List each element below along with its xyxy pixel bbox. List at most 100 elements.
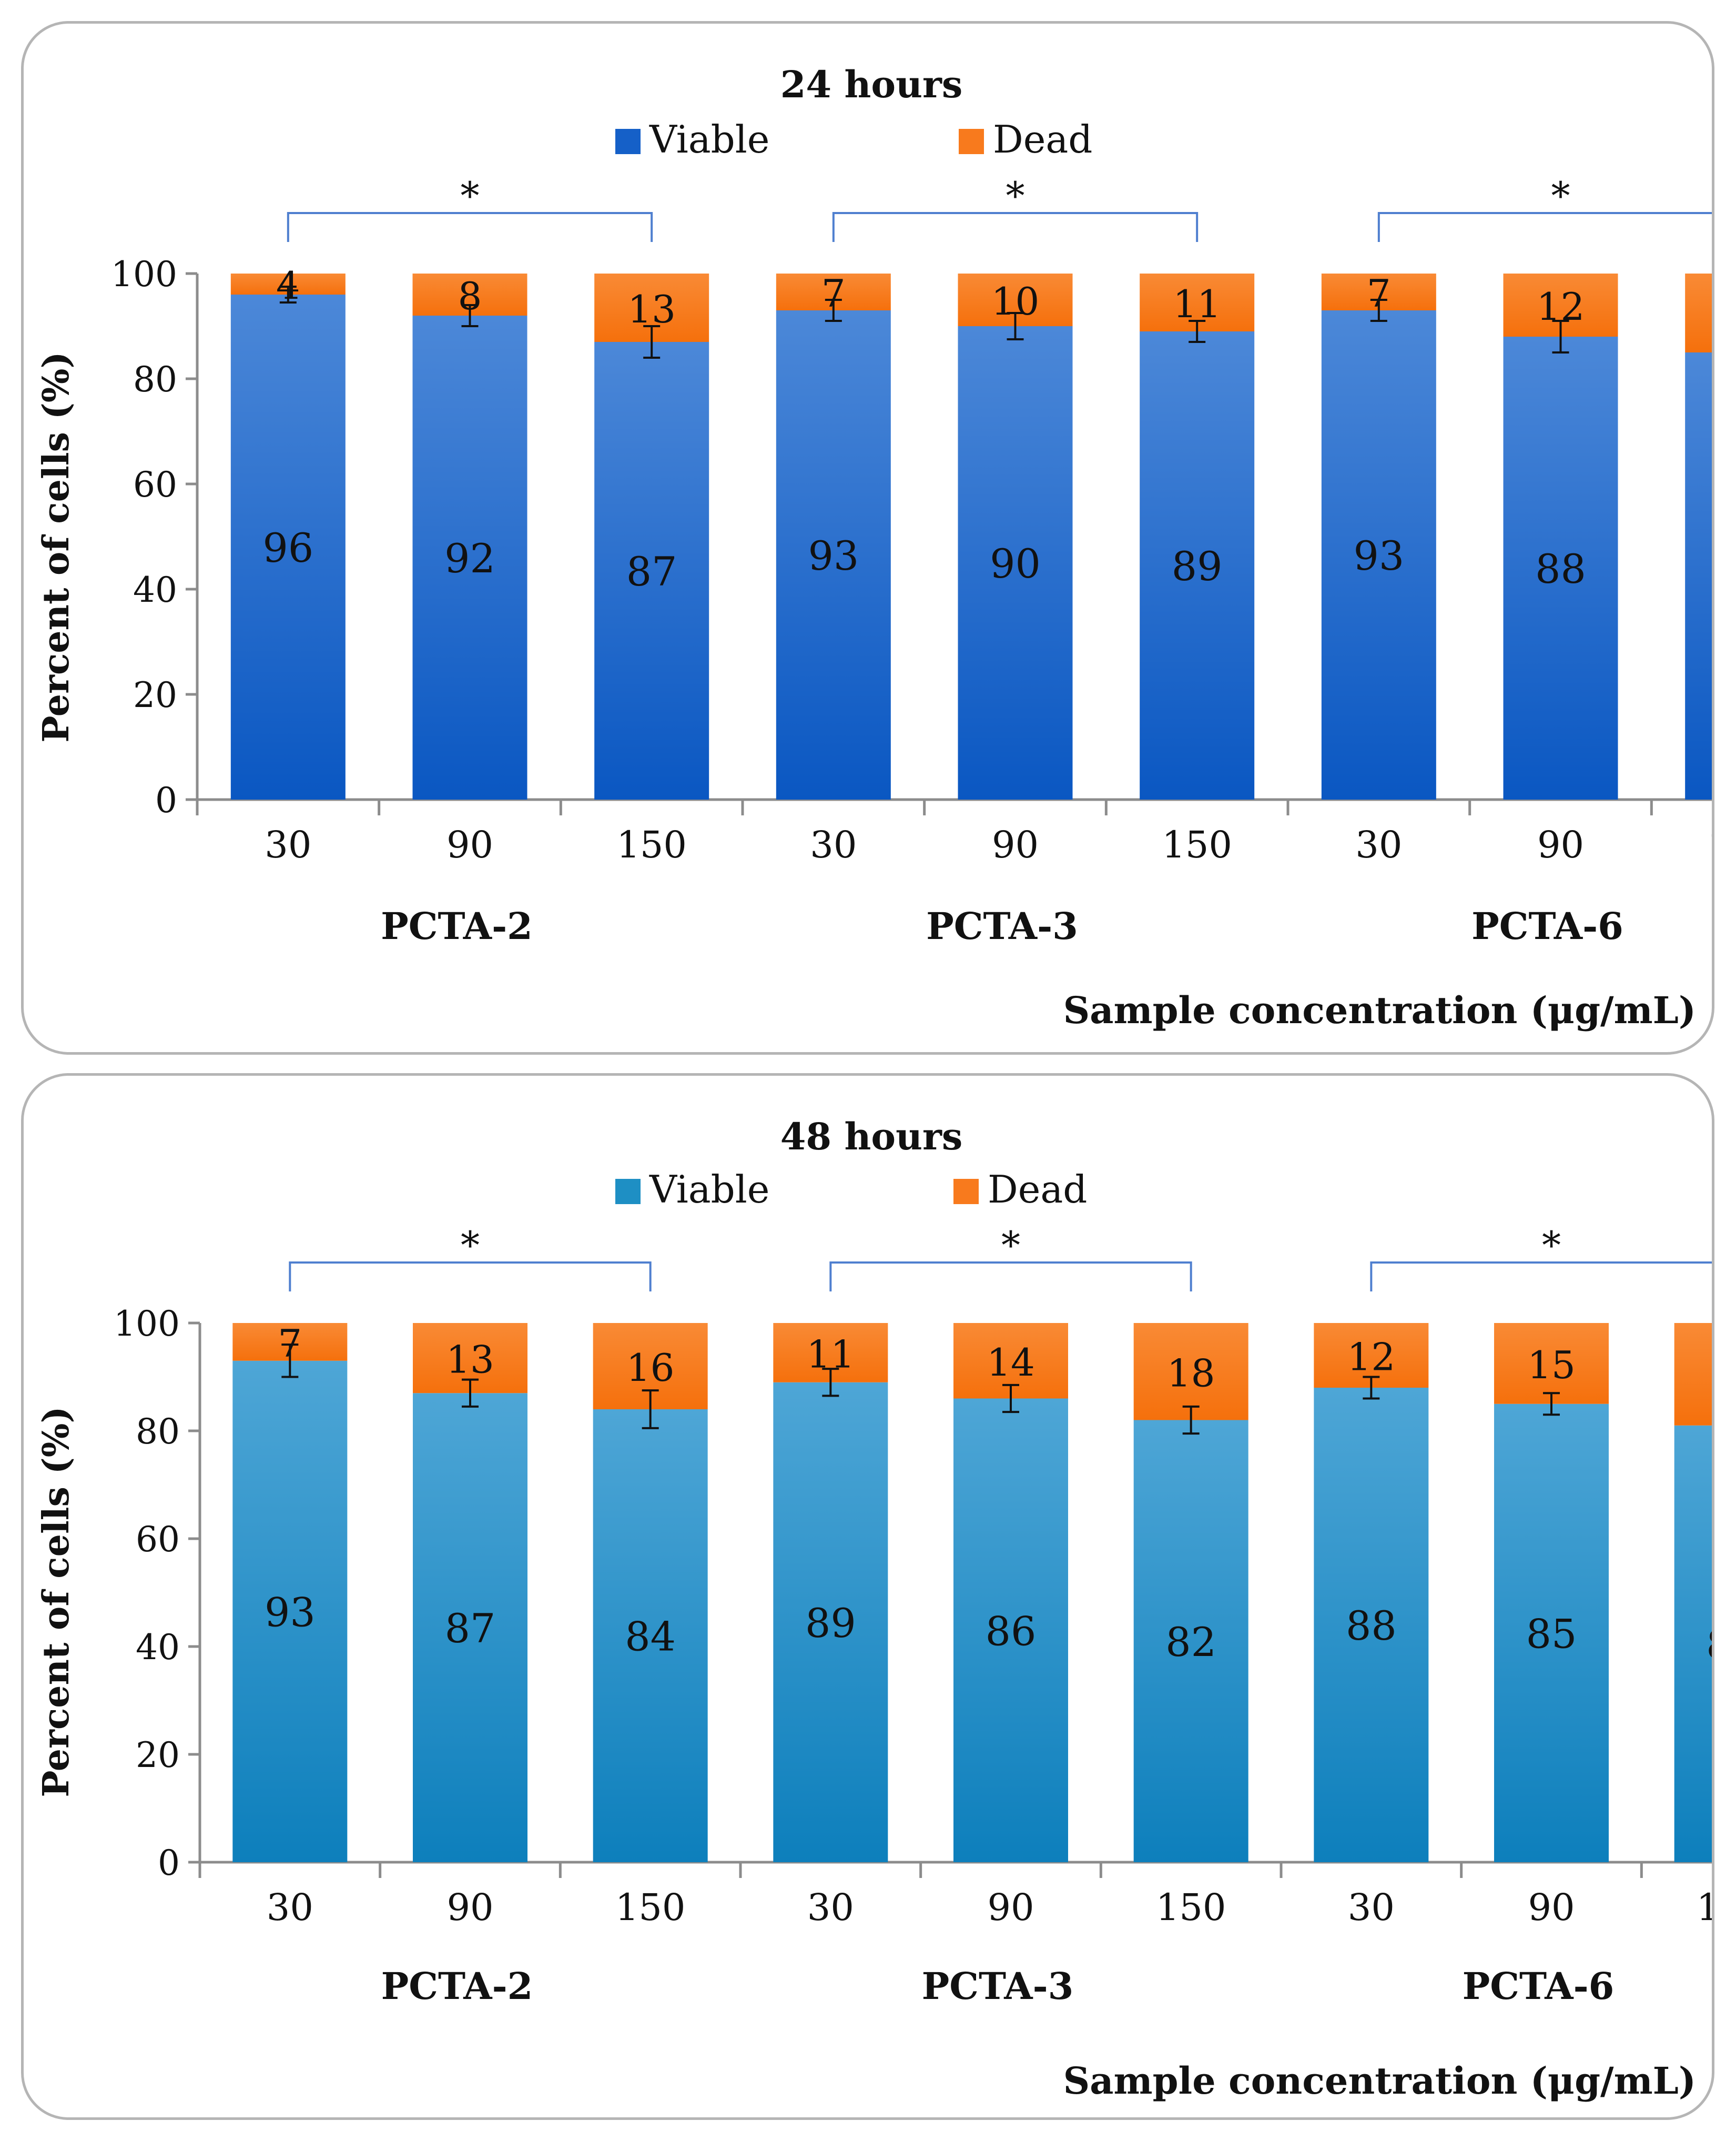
data-label-dead: 10 xyxy=(991,279,1040,324)
bar-viable xyxy=(776,310,891,800)
significance-bracket xyxy=(289,1261,652,1291)
y-tick-label: 60 xyxy=(136,1519,180,1560)
group-label: PCTA-6 xyxy=(1471,904,1623,948)
data-label-dead: 13 xyxy=(446,1338,494,1382)
data-label-viable: 93 xyxy=(808,532,859,579)
group-label: PCTA-2 xyxy=(381,1964,533,2008)
bar-dead xyxy=(1494,1323,1609,1404)
x-tick-label: 30 xyxy=(267,1886,313,1929)
data-label-viable: 92 xyxy=(444,535,495,582)
x-tick-label: 30 xyxy=(265,823,311,866)
legend-label-viable: Viable xyxy=(649,117,769,161)
bar-viable xyxy=(1494,1403,1609,1862)
group-label: PCTA-6 xyxy=(1463,1964,1615,2008)
bar-dead xyxy=(1674,1323,1712,1426)
y-axis-label: Percent of cells (%) xyxy=(35,1406,77,1797)
y-tick-label: 100 xyxy=(114,1304,180,1344)
chart-title: 24 hours xyxy=(780,63,963,106)
data-label-dead: 11 xyxy=(1173,282,1221,326)
significance-marker: * xyxy=(1551,174,1570,218)
y-tick-label: 80 xyxy=(133,359,177,400)
x-tick-label: 150 xyxy=(616,823,687,866)
significance-marker: * xyxy=(1542,1223,1561,1267)
x-tick-label: 150 xyxy=(1162,823,1232,866)
legend-label-dead: Dead xyxy=(993,117,1092,161)
data-label-dead: 11 xyxy=(807,1332,855,1376)
significance-bracket xyxy=(1377,212,1712,242)
data-label-dead: 16 xyxy=(626,1346,675,1390)
plot-area: 0 20 40 60 80 100 96 4 30 92 8 90 87 13 150 PCTA-2 * 93 7 3… xyxy=(111,174,1712,948)
bar-viable xyxy=(1133,1420,1248,1862)
data-label-dead: 8 xyxy=(458,274,482,318)
x-tick-label: 150 xyxy=(1156,1886,1226,1929)
legend-swatch-viable xyxy=(615,129,641,154)
bar-viable xyxy=(594,342,709,800)
bar-viable xyxy=(413,1393,527,1862)
y-axis-label: Percent of cells (%) xyxy=(35,351,77,742)
significance-marker: * xyxy=(1001,1223,1020,1267)
significance-bracket xyxy=(832,212,1199,242)
chart-title: 48 hours xyxy=(780,1115,963,1158)
legend-label-dead: Dead xyxy=(988,1167,1087,1211)
data-label-viable: 90 xyxy=(990,540,1041,587)
data-label-viable: 89 xyxy=(805,1600,856,1647)
data-label-viable: 96 xyxy=(262,524,313,571)
significance-bracket xyxy=(1370,1261,1712,1291)
bar-viable xyxy=(232,1360,348,1862)
data-label-viable: 88 xyxy=(1346,1602,1397,1649)
bar-viable xyxy=(230,295,346,800)
bar-dead xyxy=(1133,1323,1248,1420)
bar-dead xyxy=(1685,274,1712,352)
significance-marker: * xyxy=(461,1223,480,1267)
data-label-dead: 19 xyxy=(1708,1354,1712,1398)
legend: Viable Dead xyxy=(615,1167,1087,1211)
chart-48h: 48 hours Viable Dead Percent of cells (%… xyxy=(35,1115,1712,2103)
x-tick-label: 150 xyxy=(615,1886,686,1929)
data-label-dead: 12 xyxy=(1537,285,1585,329)
data-label-viable: 93 xyxy=(265,1589,316,1635)
data-label-viable: 87 xyxy=(626,548,677,595)
group-label: PCTA-2 xyxy=(381,904,533,948)
bar-viable xyxy=(1674,1425,1712,1862)
data-label-viable: 86 xyxy=(986,1608,1037,1654)
bar-viable xyxy=(953,1398,1068,1862)
legend-label-viable: Viable xyxy=(649,1167,769,1211)
x-tick-label: 90 xyxy=(992,823,1039,866)
significance-marker: * xyxy=(461,174,480,218)
data-label-dead: 7 xyxy=(1367,271,1391,316)
chart-24h: 24 hours Viable Dead Percent of cells (%… xyxy=(35,63,1712,1032)
data-label-dead: 12 xyxy=(1347,1335,1396,1379)
bar-viable xyxy=(412,316,527,800)
legend-swatch-viable xyxy=(615,1179,641,1204)
data-label-viable: 88 xyxy=(1535,546,1586,592)
x-tick-label: 150 xyxy=(1707,823,1712,866)
data-label-dead: 14 xyxy=(987,1340,1035,1385)
data-label-viable: 84 xyxy=(625,1613,676,1660)
data-label-viable: 85 xyxy=(1526,1610,1577,1657)
y-tick-label: 40 xyxy=(133,570,177,610)
x-tick-label: 30 xyxy=(1348,1886,1395,1929)
data-label-viable: 82 xyxy=(1165,1619,1216,1665)
plot-area: 0 20 40 60 80 100 93 7 30 87 13 90 84 16 150 PCTA-2 * 89 1… xyxy=(114,1223,1712,2008)
data-label-dead: 7 xyxy=(278,1321,302,1366)
chart-panel-24h: 24 hours Viable Dead Percent of cells (%… xyxy=(21,21,1714,1055)
x-tick-label: 90 xyxy=(446,823,493,866)
data-label-viable: 93 xyxy=(1353,532,1404,579)
bar-viable xyxy=(1321,310,1436,800)
y-tick-label: 100 xyxy=(111,254,177,295)
data-label-viable: 89 xyxy=(1172,543,1223,590)
bar-viable xyxy=(1140,331,1255,800)
significance-bracket xyxy=(287,212,653,242)
x-tick-label: 150 xyxy=(1697,1886,1712,1929)
bar-viable xyxy=(1314,1388,1429,1862)
legend-swatch-dead xyxy=(953,1179,979,1204)
y-tick-label: 0 xyxy=(155,780,177,821)
bar-viable xyxy=(1685,352,1712,800)
bar-viable xyxy=(958,326,1073,800)
data-label-dead: 18 xyxy=(1167,1351,1215,1395)
x-axis-label: Sample concentration (μg/mL) xyxy=(1063,2059,1696,2103)
x-tick-label: 90 xyxy=(1537,823,1584,866)
legend-swatch-dead xyxy=(959,129,984,154)
bar-viable xyxy=(593,1409,708,1862)
y-tick-label: 60 xyxy=(133,464,177,505)
